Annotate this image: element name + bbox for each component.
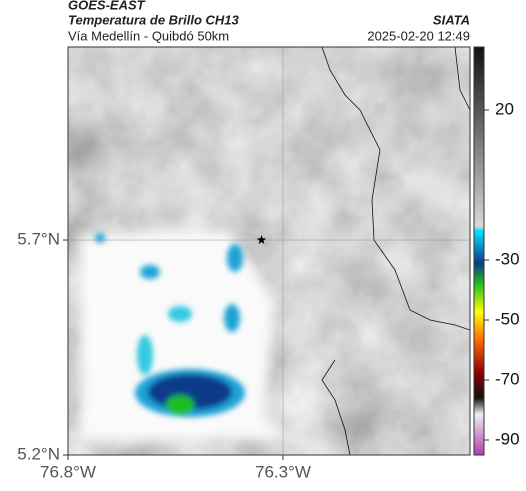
colorbar-tick-label: -50 <box>495 309 520 328</box>
colorbar-tick-label: -70 <box>495 369 520 388</box>
colorbar <box>473 46 485 456</box>
map-frame <box>67 46 471 456</box>
colorbar-tick-label: -30 <box>495 249 520 268</box>
source: SIATA <box>433 12 470 27</box>
timestamp: 2025-02-20 12:49 <box>367 28 470 43</box>
subtitle: Temperatura de Brillo CH13 <box>68 12 240 27</box>
colorbar-tick-label: -90 <box>495 429 520 448</box>
y-tick-label: 5.2°N <box>17 444 60 463</box>
y-tick-label: 5.7°N <box>17 230 60 249</box>
x-tick-label: 76.8°W <box>40 462 96 481</box>
colorbar-tick-label: 20 <box>495 99 514 118</box>
region: Vía Medellín - Quibdó 50km <box>68 28 229 43</box>
x-tick-label: 76.3°W <box>255 462 311 481</box>
location-marker <box>256 235 267 245</box>
title: GOES-EAST <box>68 0 146 12</box>
map-imagery <box>68 47 470 455</box>
